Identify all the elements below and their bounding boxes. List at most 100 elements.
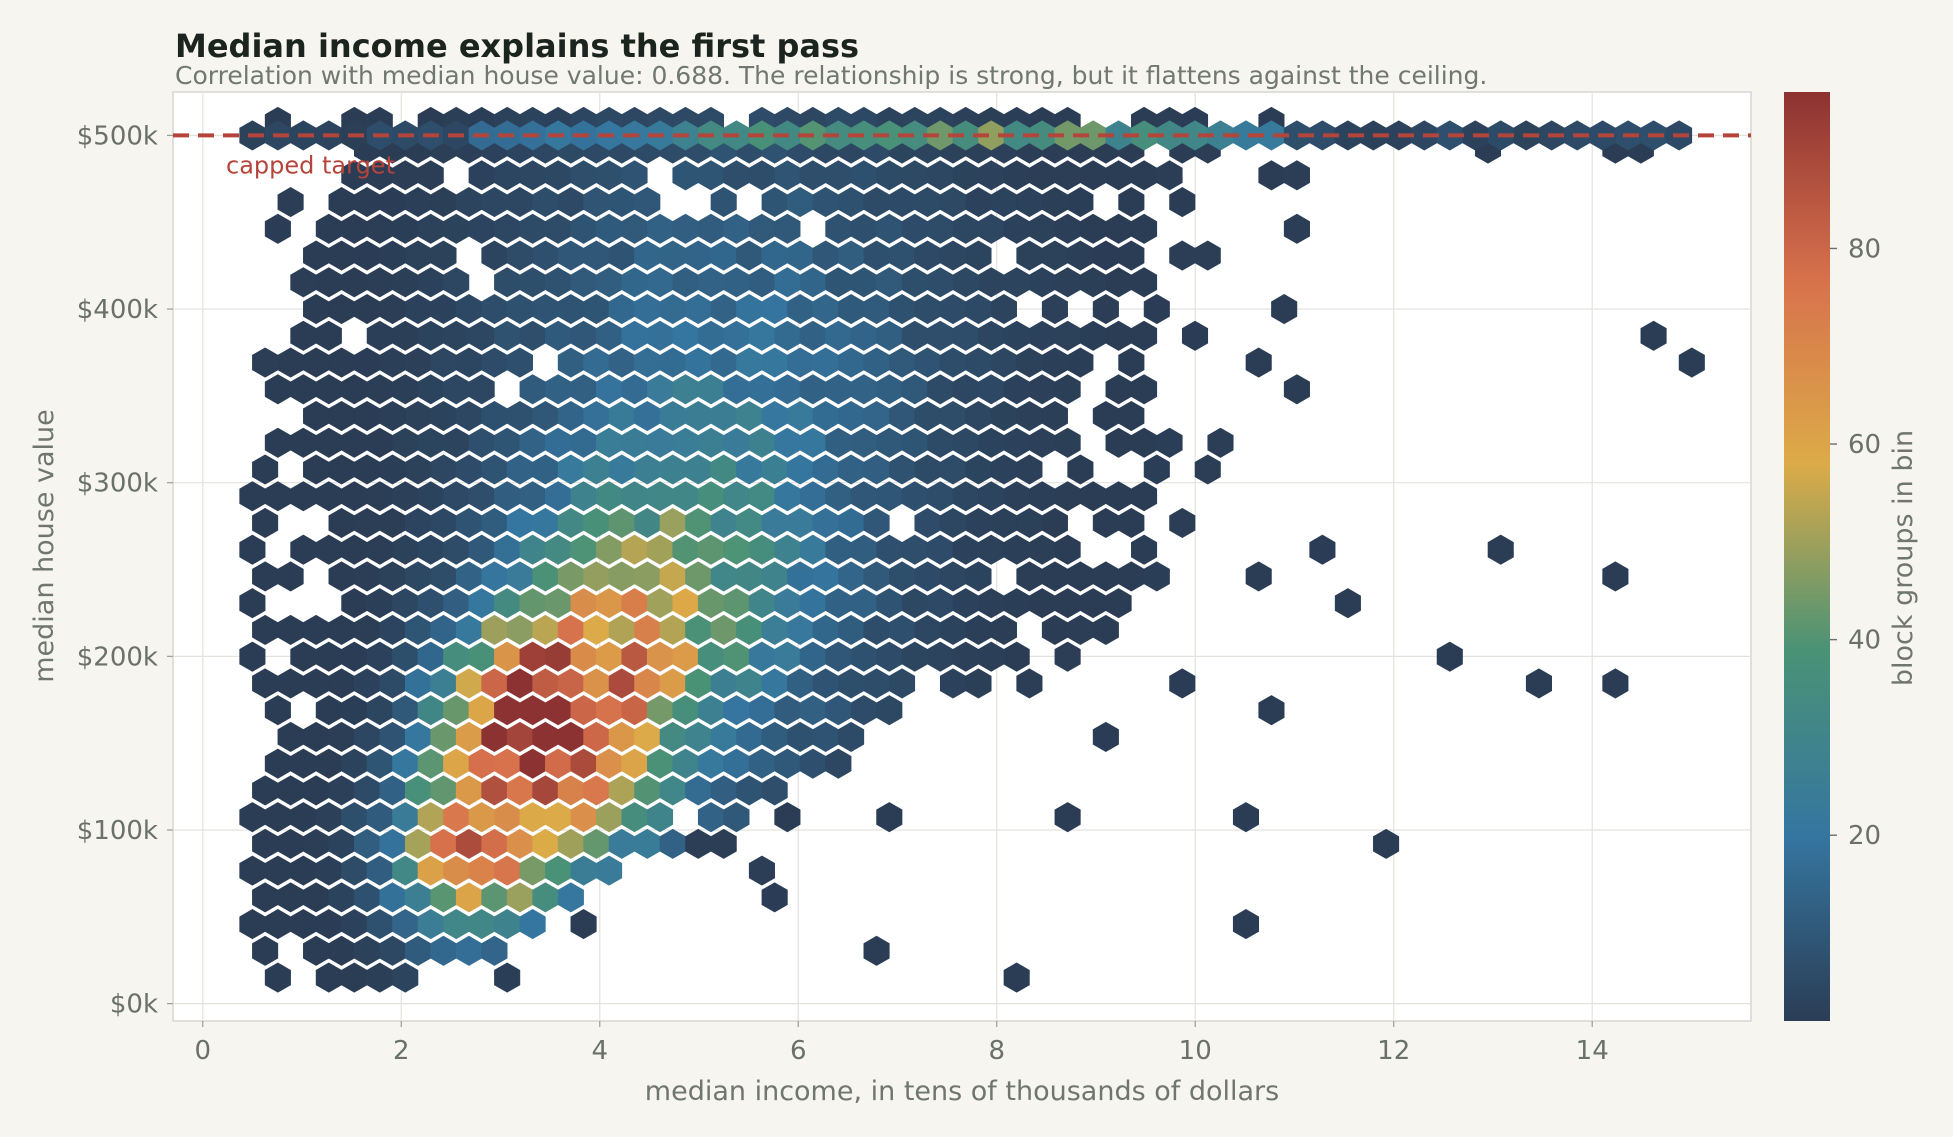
- hex-bin: [252, 454, 279, 485]
- hex-bin: [1143, 294, 1170, 325]
- hex-bin: [1194, 454, 1221, 485]
- chart-title: Median income explains the first pass: [175, 27, 859, 65]
- hex-bin: [710, 187, 737, 218]
- y-tick-label: $500k: [77, 121, 158, 151]
- hex-bin: [1054, 641, 1081, 672]
- x-axis: 0 2 4 6 8 10 12 14: [195, 1021, 1609, 1066]
- colorbar-tick-label: 40: [1848, 626, 1881, 656]
- hex-bin: [876, 695, 903, 726]
- hex-bin: [1271, 294, 1298, 325]
- hex-bin: [481, 935, 508, 966]
- hex-bin: [1118, 400, 1145, 432]
- hex-bin: [1258, 695, 1285, 726]
- hex-bin: [1067, 454, 1094, 485]
- hex-bin: [1602, 561, 1629, 592]
- hex-bin: [1640, 320, 1667, 351]
- hex-bin: [1245, 561, 1272, 592]
- hex-bin: [570, 909, 597, 940]
- hex-bin: [876, 802, 903, 833]
- x-tick-label: 0: [195, 1036, 212, 1066]
- hex-bin: [1131, 267, 1158, 298]
- hex-bin: [1118, 240, 1145, 271]
- hex-bin: [1156, 160, 1183, 191]
- hex-bin: [1207, 427, 1234, 458]
- hex-bin: [1016, 454, 1043, 485]
- hex-bin: [1309, 534, 1336, 565]
- x-axis-label: median income, in tens of thousands of d…: [645, 1076, 1279, 1107]
- x-tick-label: 12: [1377, 1036, 1410, 1066]
- y-tick-label: $200k: [77, 642, 158, 672]
- hex-bin: [1054, 802, 1081, 833]
- hex-bin: [1143, 561, 1170, 592]
- hex-bin: [1181, 320, 1209, 351]
- colorbar: [1784, 92, 1830, 1021]
- hex-bin: [1041, 400, 1068, 432]
- hex-bin: [1143, 454, 1170, 485]
- hex-bin: [1016, 668, 1043, 699]
- hex-bin: [646, 802, 674, 833]
- y-axis: $0k $100k $200k $300k $400k $500k: [77, 121, 173, 1020]
- x-tick-label: 14: [1576, 1036, 1609, 1066]
- hex-bin: [1194, 240, 1221, 271]
- hex-bin: [965, 240, 992, 271]
- hex-bin: [239, 641, 266, 672]
- hex-bin: [1156, 427, 1183, 458]
- hex-bin: [596, 855, 623, 886]
- hex-bin: [1436, 641, 1463, 672]
- hex-bin: [774, 802, 801, 833]
- hex-bin: [1092, 721, 1119, 752]
- y-tick-label: $400k: [77, 295, 158, 325]
- hex-bin: [264, 695, 291, 726]
- hex-bin: [239, 588, 266, 619]
- hex-bin: [1169, 507, 1196, 539]
- hex-bin: [1054, 534, 1081, 565]
- hex-bin: [519, 909, 546, 940]
- hex-bin: [1054, 427, 1081, 458]
- colorbar-tick-label: 80: [1848, 234, 1881, 264]
- hex-bin: [1131, 481, 1158, 512]
- x-tick-label: 8: [988, 1036, 1005, 1066]
- hex-bin: [252, 507, 279, 539]
- hex-bin: [888, 668, 916, 699]
- hex-bin: [1131, 374, 1158, 405]
- hex-bin: [1232, 802, 1260, 833]
- hex-bin: [1131, 213, 1158, 244]
- hex-bin: [392, 962, 419, 993]
- hex-bin: [1118, 187, 1145, 218]
- colorbar-tick-label: 60: [1848, 430, 1881, 460]
- x-tick-label: 10: [1179, 1036, 1212, 1066]
- hex-bin: [723, 802, 750, 833]
- y-tick-label: $0k: [110, 990, 158, 1020]
- x-tick-label: 6: [790, 1036, 807, 1066]
- colorbar-tick-label: 20: [1848, 821, 1881, 851]
- hexbin-layer: [239, 106, 1705, 993]
- hex-bin: [863, 935, 890, 966]
- x-tick-label: 4: [591, 1036, 608, 1066]
- hex-bin: [494, 962, 521, 993]
- hex-bin: [1283, 213, 1310, 244]
- hex-bin: [1131, 534, 1158, 565]
- hex-bin: [1131, 320, 1158, 351]
- hex-bin: [1041, 507, 1068, 539]
- colorbar-label: block groups in bin: [1888, 430, 1919, 686]
- hex-bin: [965, 668, 992, 699]
- hex-bin: [1334, 588, 1361, 619]
- hex-bin: [1003, 962, 1030, 993]
- hex-bin: [1283, 160, 1310, 191]
- hex-bin: [761, 775, 788, 806]
- hex-bin: [417, 160, 444, 191]
- hex-bin: [1118, 347, 1145, 378]
- hex-bin: [965, 561, 992, 592]
- hex-bin: [1041, 294, 1068, 325]
- hex-bin: [1232, 909, 1260, 940]
- y-tick-label: $300k: [77, 469, 158, 499]
- hex-bin: [1003, 641, 1030, 672]
- hex-bin: [1245, 347, 1272, 378]
- chart-subtitle: Correlation with median house value: 0.6…: [175, 61, 1487, 90]
- hex-bin: [990, 614, 1017, 646]
- hex-bin: [252, 935, 279, 966]
- hex-bin: [825, 748, 852, 779]
- hex-bin: [239, 534, 266, 565]
- hex-bin: [1092, 294, 1119, 325]
